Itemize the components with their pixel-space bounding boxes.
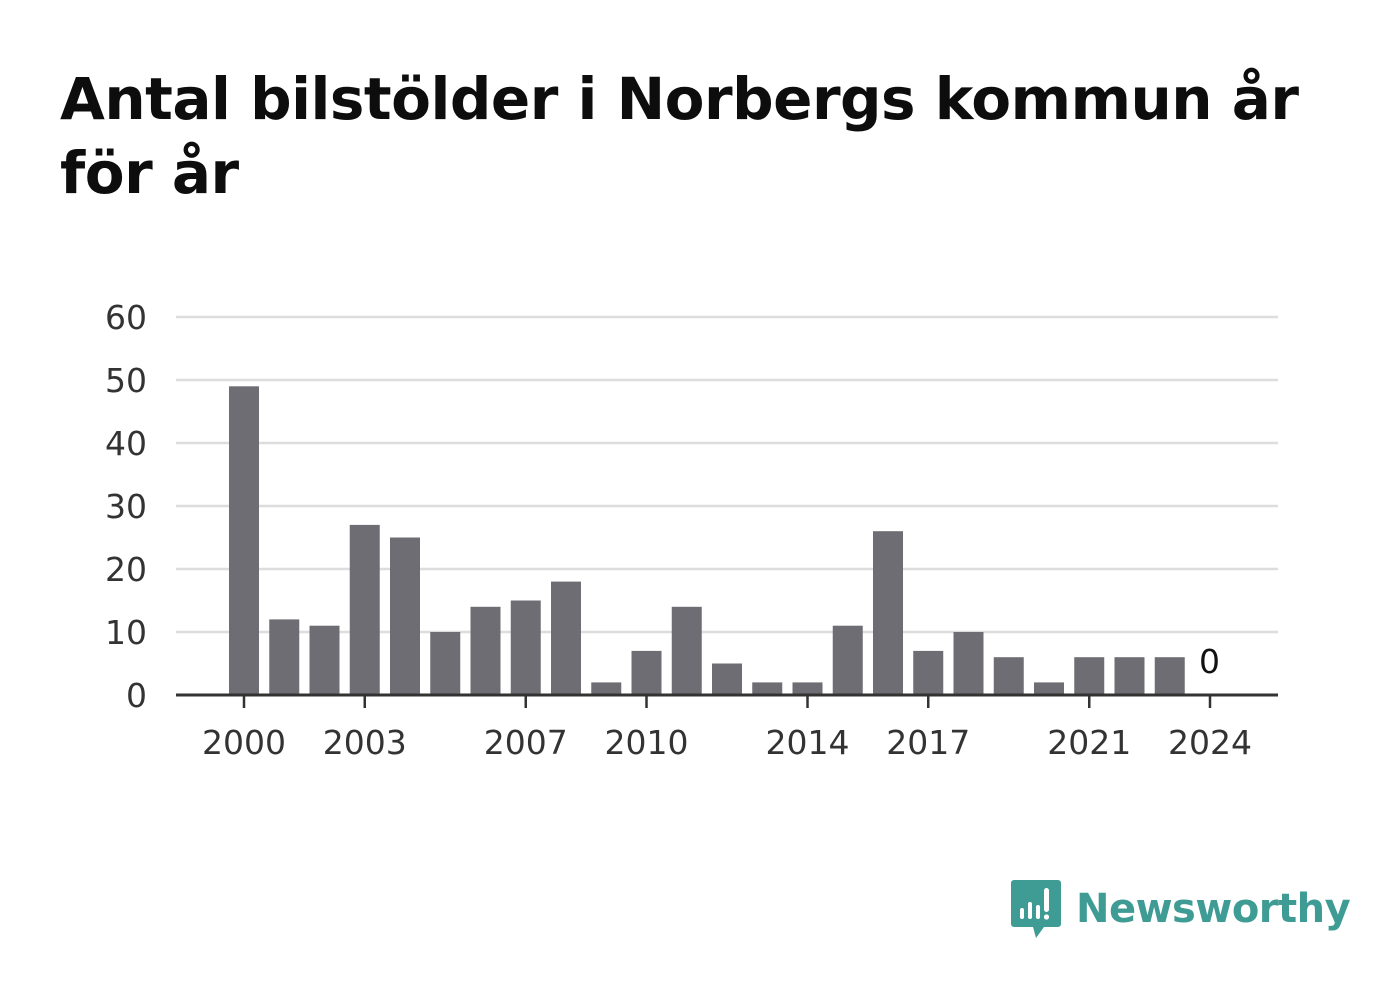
y-tick-label: 50 (105, 361, 147, 400)
y-tick-label: 40 (105, 424, 147, 463)
x-axis-labels: 2000 2003 2007 2010 2014 2017 2021 2024 (202, 723, 1252, 762)
y-tick-label: 30 (105, 487, 147, 526)
bar (671, 606, 702, 695)
x-tick-label: 2010 (605, 723, 689, 762)
x-tick-label: 2007 (484, 723, 568, 762)
bar (1114, 657, 1145, 695)
chart-title: Antal bilstölder i Norbergs kommun år fö… (60, 65, 1299, 207)
bar (712, 663, 742, 695)
newsworthy-logo: Newsworthy (1010, 878, 1351, 940)
y-tick-label: 20 (105, 550, 147, 589)
bar (470, 606, 501, 695)
bar (832, 625, 863, 695)
data-labels: 0 (1199, 642, 1220, 681)
bar (591, 682, 622, 695)
y-tick-label: 60 (105, 298, 147, 337)
bar (792, 682, 823, 695)
x-tick-label: 2021 (1047, 723, 1131, 762)
y-tick-label: 0 (126, 676, 147, 715)
brand-name: Newsworthy (1076, 886, 1351, 932)
bar (390, 537, 420, 695)
data-label: 0 (1199, 642, 1220, 681)
bar (752, 682, 783, 695)
x-tick-label: 2003 (323, 723, 407, 762)
bar (1074, 657, 1105, 695)
bar (309, 625, 340, 695)
x-tick-label: 2014 (766, 723, 850, 762)
bar (269, 619, 300, 695)
bar (551, 581, 581, 695)
bar (873, 531, 903, 695)
y-tick-label: 10 (105, 613, 147, 652)
bars (229, 386, 1185, 695)
x-tick-label: 2017 (886, 723, 970, 762)
bar (349, 524, 380, 695)
bar (1034, 682, 1064, 695)
bar (229, 386, 259, 695)
grid-lines (176, 315, 1278, 634)
bar (631, 650, 662, 695)
bar (913, 650, 944, 695)
y-axis-labels: 0 10 20 30 40 50 60 (105, 298, 147, 715)
x-axis (176, 693, 1278, 708)
bar (1154, 657, 1185, 695)
bar-chart-speech-bubble-icon (1011, 880, 1061, 938)
bar (510, 600, 541, 695)
x-tick-label: 2024 (1168, 723, 1252, 762)
x-tick-label: 2000 (202, 723, 286, 762)
bar (430, 632, 461, 695)
bar (953, 632, 984, 695)
bar (993, 657, 1024, 695)
